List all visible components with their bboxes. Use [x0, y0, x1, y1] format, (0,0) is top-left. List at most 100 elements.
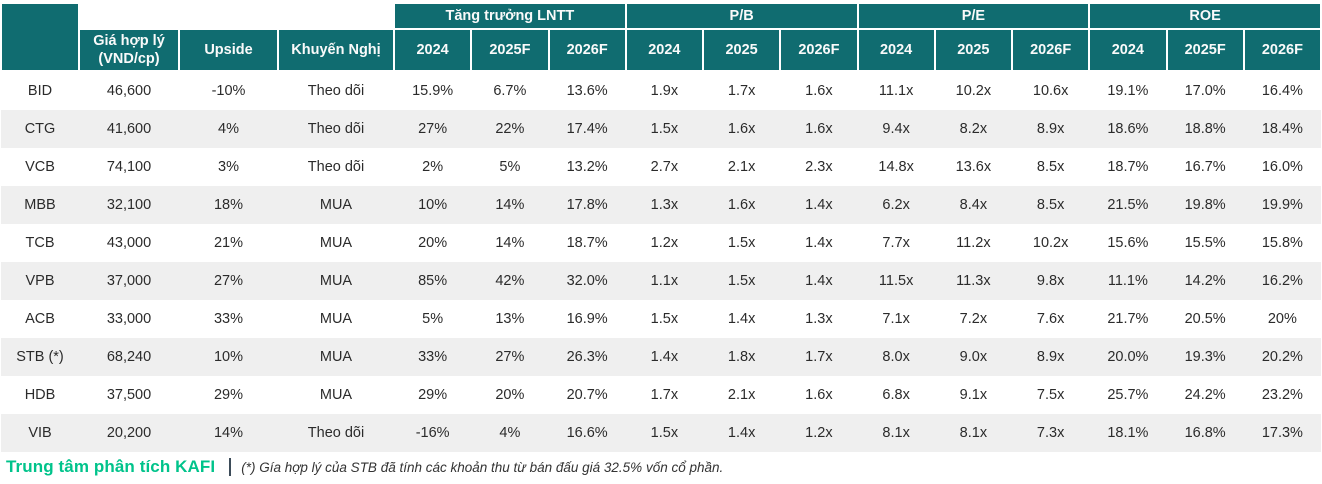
value-cell: 27% [394, 110, 472, 148]
value-cell: 14% [471, 186, 549, 224]
ticker-cell: VPB [1, 262, 79, 300]
value-cell: 2.3x [780, 148, 858, 186]
corner-cell [0, 2, 80, 72]
value-cell: 2.7x [625, 148, 703, 186]
value-cell: 8.4x [934, 186, 1012, 224]
value-cell: 7.1x [857, 300, 935, 338]
value-cell: 16.9% [548, 300, 626, 338]
value-cell: 15.5% [1166, 224, 1244, 262]
value-cell: 1.4x [780, 262, 858, 300]
upside-cell: 21% [179, 224, 278, 262]
value-cell: 13.6x [934, 148, 1012, 186]
value-cell: 1.6x [780, 376, 858, 414]
ticker-cell: VCB [1, 148, 79, 186]
value-cell: 7.3x [1012, 414, 1090, 452]
value-cell: 11.1x [857, 71, 935, 110]
fair-value-cell: 37,500 [79, 376, 179, 414]
year-header-roe-2024: 2024 [1088, 28, 1168, 72]
year-header-lntt-2025f: 2025F [470, 28, 550, 72]
value-cell: 6.2x [857, 186, 935, 224]
value-cell: 1.5x [625, 110, 703, 148]
year-header-pb-2026f: 2026F [779, 28, 859, 72]
year-header-lntt-2024: 2024 [392, 28, 473, 72]
value-cell: 2.1x [703, 148, 781, 186]
value-cell: 10.2x [934, 71, 1012, 110]
value-cell: 29% [394, 376, 472, 414]
value-cell: 16.4% [1243, 71, 1321, 110]
value-cell: 18.7% [548, 224, 626, 262]
value-cell: 8.2x [934, 110, 1012, 148]
recommendation-cell: MUA [278, 376, 394, 414]
table-body: BID 46,600 -10% Theo dõi 15.9% 6.7% 13.6% 1.9x 1… [1, 71, 1321, 452]
recommendation-cell: Theo dõi [278, 71, 394, 110]
value-cell: 8.5x [1012, 148, 1090, 186]
value-cell: 8.5x [1012, 186, 1090, 224]
value-cell: 16.7% [1166, 148, 1244, 186]
value-cell: 18.7% [1089, 148, 1167, 186]
group-header-roe: ROE [1088, 2, 1322, 30]
value-cell: 8.1x [934, 414, 1012, 452]
value-cell: 32.0% [548, 262, 626, 300]
value-cell: 1.4x [780, 186, 858, 224]
value-cell: 20.7% [548, 376, 626, 414]
value-cell: 10.6x [1012, 71, 1090, 110]
value-cell: 19.9% [1243, 186, 1321, 224]
year-header-lntt-2026f: 2026F [547, 28, 627, 72]
value-cell: 10% [394, 186, 472, 224]
ticker-cell: ACB [1, 300, 79, 338]
table-row-hdb: HDB 37,500 29% MUA 29% 20% 20.7% 1.7x 2.1x 1.6x 6.… [1, 376, 1321, 414]
recommendation-cell: Theo dõi [278, 414, 394, 452]
fair-value-cell: 33,000 [79, 300, 179, 338]
value-cell: 19.8% [1166, 186, 1244, 224]
value-cell: 7.5x [1012, 376, 1090, 414]
value-cell: 20% [394, 224, 472, 262]
fair-value-cell: 74,100 [79, 148, 179, 186]
year-header-pe-2026f: 2026F [1010, 28, 1091, 72]
header-recommendation: Khuyến Nghị [277, 28, 395, 72]
value-cell: 11.3x [934, 262, 1012, 300]
fair-value-cell: 41,600 [79, 110, 179, 148]
fair-value-cell: 68,240 [79, 338, 179, 376]
group-header-pb: P/B [624, 2, 859, 30]
value-cell: 1.3x [780, 300, 858, 338]
recommendation-cell: MUA [278, 300, 394, 338]
footnote-text: (*) Gía hợp lý của STB đã tính các khoản… [241, 459, 724, 475]
value-cell: 1.4x [780, 224, 858, 262]
value-cell: 1.1x [625, 262, 703, 300]
year-header-pe-2024: 2024 [856, 28, 936, 72]
value-cell: 1.4x [703, 414, 781, 452]
upside-cell: 3% [179, 148, 278, 186]
value-cell: 20.5% [1166, 300, 1244, 338]
value-cell: 15.6% [1089, 224, 1167, 262]
year-header-pe-2025: 2025 [933, 28, 1014, 72]
value-cell: 1.5x [703, 224, 781, 262]
value-cell: 7.7x [857, 224, 935, 262]
bank-valuation-table: Tăng trưởng LNTT P/B P/E ROE Giá hợp lý … [0, 2, 1322, 452]
value-cell: 11.1% [1089, 262, 1167, 300]
ticker-cell: STB (*) [1, 338, 79, 376]
fair-value-cell: 32,100 [79, 186, 179, 224]
ticker-cell: BID [1, 71, 79, 110]
value-cell: 1.7x [780, 338, 858, 376]
value-cell: 8.0x [857, 338, 935, 376]
value-cell: 27% [471, 338, 549, 376]
upside-cell: 18% [179, 186, 278, 224]
upside-cell: -10% [179, 71, 278, 110]
value-cell: -16% [394, 414, 472, 452]
value-cell: 9.4x [857, 110, 935, 148]
value-cell: 1.2x [780, 414, 858, 452]
value-cell: 5% [394, 300, 472, 338]
value-cell: 33% [394, 338, 472, 376]
upside-cell: 27% [179, 262, 278, 300]
value-cell: 42% [471, 262, 549, 300]
upside-cell: 33% [179, 300, 278, 338]
value-cell: 8.9x [1012, 338, 1090, 376]
value-cell: 1.6x [703, 186, 781, 224]
value-cell: 17.4% [548, 110, 626, 148]
recommendation-cell: MUA [278, 224, 394, 262]
fair-value-cell: 20,200 [79, 414, 179, 452]
table-row-vib: VIB 20,200 14% Theo dõi -16% 4% 16.6% 1.5x 1.4x 1… [1, 414, 1321, 452]
ticker-cell: VIB [1, 414, 79, 452]
recommendation-cell: Theo dõi [278, 148, 394, 186]
value-cell: 1.5x [703, 262, 781, 300]
